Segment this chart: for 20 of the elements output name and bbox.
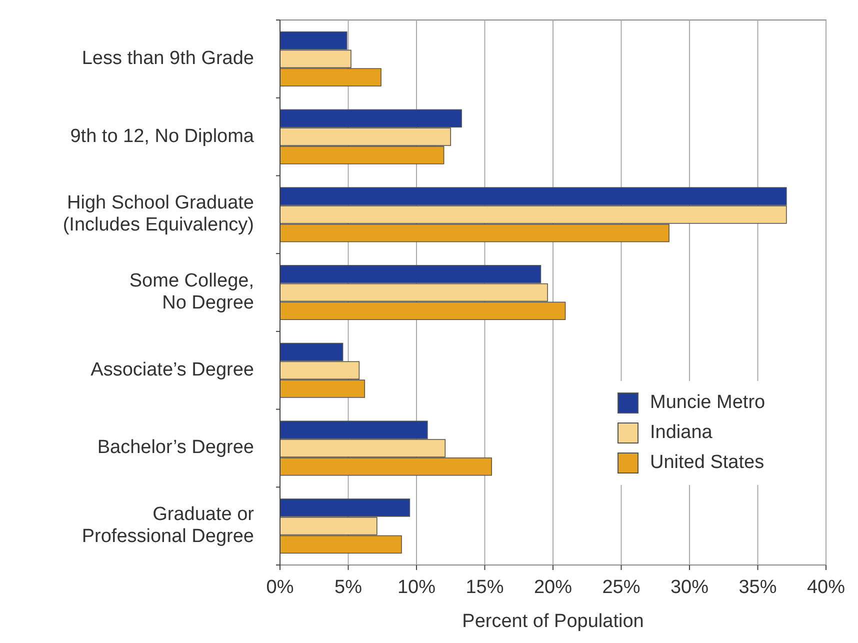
x-tick-label: 15% [466,577,504,598]
legend-label: Indiana [650,422,713,444]
y-tick-label: High School Graduate (Includes Equivalency) [62,192,254,236]
x-tick-label: 30% [670,577,709,598]
y-tick-label: Associate’s Degree [90,359,254,380]
x-axis-title: Percent of Population [462,611,644,632]
x-tick-label: 10% [397,577,436,598]
x-tick-label: 40% [806,577,846,598]
x-tick-label: 20% [534,577,572,598]
y-tick-label: Some College, No Degree [129,270,254,314]
x-tick-label: 0% [266,577,294,598]
legend-label: United States [650,452,764,474]
y-tick-label: Bachelor’s Degree [97,437,254,458]
y-tick-label: 9th to 12, No Diploma [70,126,254,147]
y-tick-label: Graduate or Professional Degree [82,504,255,548]
x-tick-label: 35% [738,577,777,598]
x-tick-label: 5% [334,577,362,598]
y-tick-label: Less than 9th Grade [82,48,254,69]
x-tick-label: 25% [602,577,640,598]
legend-label: Muncie Metro [650,392,766,414]
